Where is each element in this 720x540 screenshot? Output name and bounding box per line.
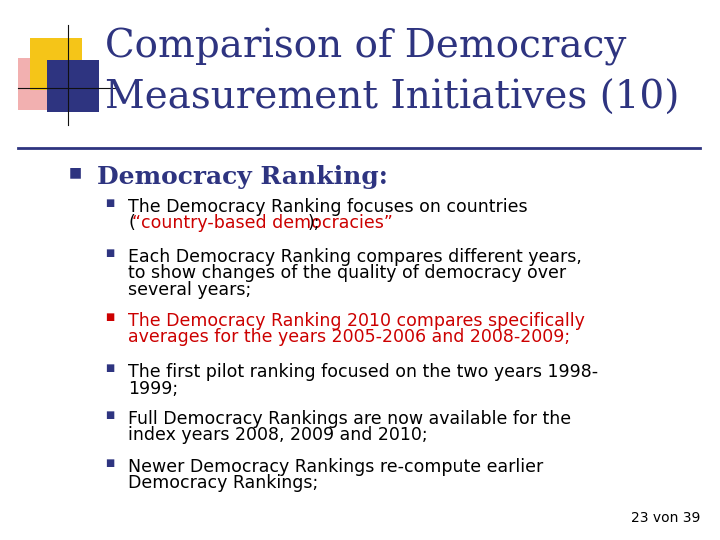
Text: ■: ■ bbox=[105, 363, 114, 373]
Text: averages for the years 2005-2006 and 2008-2009;: averages for the years 2005-2006 and 200… bbox=[128, 328, 570, 347]
Text: several years;: several years; bbox=[128, 281, 251, 299]
Bar bbox=[47, 60, 99, 112]
Text: index years 2008, 2009 and 2010;: index years 2008, 2009 and 2010; bbox=[128, 427, 428, 444]
Text: Newer Democracy Rankings re-compute earlier: Newer Democracy Rankings re-compute earl… bbox=[128, 458, 544, 476]
Text: Full Democracy Rankings are now available for the: Full Democracy Rankings are now availabl… bbox=[128, 410, 571, 428]
Text: 1999;: 1999; bbox=[128, 380, 178, 397]
Text: Measurement Initiatives (10): Measurement Initiatives (10) bbox=[105, 80, 680, 117]
Text: ■: ■ bbox=[105, 198, 114, 208]
Text: “country-based democracies”: “country-based democracies” bbox=[132, 214, 393, 233]
Text: The Democracy Ranking focuses on countries: The Democracy Ranking focuses on countri… bbox=[128, 198, 528, 216]
Text: Each Democracy Ranking compares different years,: Each Democracy Ranking compares differen… bbox=[128, 248, 582, 266]
Text: ■: ■ bbox=[105, 410, 114, 420]
Bar bbox=[18, 58, 60, 110]
Text: ■: ■ bbox=[105, 248, 114, 258]
Text: ■: ■ bbox=[68, 165, 81, 179]
Text: Democracy Rankings;: Democracy Rankings; bbox=[128, 475, 318, 492]
Text: );: ); bbox=[308, 214, 320, 233]
Text: Democracy Ranking:: Democracy Ranking: bbox=[97, 165, 388, 189]
Text: to show changes of the quality of democracy over: to show changes of the quality of democr… bbox=[128, 265, 566, 282]
Text: ■: ■ bbox=[105, 312, 114, 322]
Text: (: ( bbox=[128, 214, 135, 233]
Text: Comparison of Democracy: Comparison of Democracy bbox=[105, 28, 626, 66]
Text: 23 von 39: 23 von 39 bbox=[631, 511, 700, 525]
Text: The Democracy Ranking 2010 compares specifically: The Democracy Ranking 2010 compares spec… bbox=[128, 312, 585, 330]
Text: The first pilot ranking focused on the two years 1998-: The first pilot ranking focused on the t… bbox=[128, 363, 598, 381]
Bar bbox=[30, 38, 82, 90]
Text: ■: ■ bbox=[105, 458, 114, 468]
